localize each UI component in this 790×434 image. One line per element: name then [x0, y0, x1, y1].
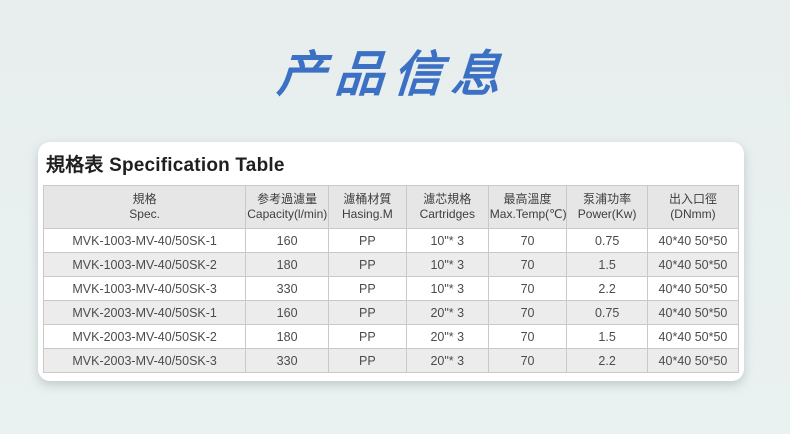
table-header-row: 規格 Spec. 参考過濾量 Capacity(l/min) 濾桶材質 Hasing.M 濾…: [42, 185, 740, 229]
column-header: 出入口徑 (DNmm): [646, 185, 740, 229]
table-row: MVK-2003-MV-40/50SK-3 330 PP 20"* 3 70 2.2 40*…: [42, 348, 740, 373]
table-cell: 40*40 50*50: [646, 348, 740, 373]
table-cell: 0.75: [566, 228, 648, 253]
table-cell: 10"* 3: [405, 252, 489, 277]
table-row: MVK-2003-MV-40/50SK-2 180 PP 20"* 3 70 1.5 40*…: [42, 324, 740, 349]
column-header: 濾桶材質 Hasing.M: [327, 185, 407, 229]
table-cell: MVK-2003-MV-40/50SK-1: [42, 300, 247, 325]
table-cell: 1.5: [566, 324, 648, 349]
table-cell: 40*40 50*50: [646, 300, 740, 325]
table-cell: MVK-1003-MV-40/50SK-1: [42, 228, 247, 253]
table-cell: 1.5: [566, 252, 648, 277]
table-cell: 20"* 3: [405, 348, 489, 373]
table-cell: 330: [245, 276, 329, 301]
column-header-zh: 規格: [132, 191, 157, 206]
table-body: MVK-1003-MV-40/50SK-1 160 PP 10"* 3 70 0.75 40…: [42, 228, 740, 373]
column-header-en: (DNmm): [670, 207, 716, 221]
column-header-zh: 出入口徑: [668, 191, 717, 206]
table-cell: 70: [487, 252, 568, 277]
table-cell: 70: [487, 276, 568, 301]
table-cell: 330: [245, 348, 329, 373]
table-cell: 0.75: [566, 300, 648, 325]
column-header: 最高溫度 Max.Temp(℃): [487, 185, 568, 229]
table-cell: PP: [327, 324, 407, 349]
table-cell: MVK-1003-MV-40/50SK-3: [42, 276, 247, 301]
table-cell: PP: [327, 228, 407, 253]
table-cell: 10"* 3: [405, 276, 489, 301]
table-row: MVK-1003-MV-40/50SK-2 180 PP 10"* 3 70 1.5 40*…: [42, 252, 740, 277]
table-cell: 180: [245, 252, 329, 277]
column-header-zh: 濾芯規格: [423, 191, 472, 206]
column-header-zh: 濾桶材質: [343, 191, 392, 206]
table-cell: 2.2: [566, 348, 648, 373]
column-header: 参考過濾量 Capacity(l/min): [245, 185, 329, 229]
table-cell: 70: [487, 228, 568, 253]
table-cell: 40*40 50*50: [646, 228, 740, 253]
column-header: 規格 Spec.: [42, 185, 247, 229]
column-header: 濾芯規格 Cartridges: [405, 185, 489, 229]
specification-table: 規格 Spec. 参考過濾量 Capacity(l/min) 濾桶材質 Hasing.M 濾…: [42, 185, 740, 373]
column-header: 泵浦功率 Power(Kw): [566, 185, 648, 229]
column-header-en: Power(Kw): [577, 207, 637, 221]
table-cell: 70: [487, 300, 568, 325]
table-cell: 20"* 3: [405, 324, 489, 349]
table-cell: PP: [327, 300, 407, 325]
table-cell: 10"* 3: [405, 228, 489, 253]
table-cell: PP: [327, 276, 407, 301]
table-cell: 160: [245, 300, 329, 325]
spec-card: 規格表 Specification Table 規格 Spec. 参考過濾量 Capa…: [38, 142, 744, 381]
column-header-en: Capacity(l/min): [247, 207, 328, 221]
table-cell: MVK-1003-MV-40/50SK-2: [42, 252, 247, 277]
page-title: 产品信息: [275, 48, 512, 102]
column-header-zh: 最高溫度: [503, 191, 552, 206]
table-cell: 70: [487, 324, 568, 349]
column-header-zh: 参考過濾量: [257, 191, 318, 206]
table-cell: MVK-2003-MV-40/50SK-3: [42, 348, 247, 373]
table-cell: PP: [327, 348, 407, 373]
table-cell: 40*40 50*50: [646, 276, 740, 301]
table-cell: 70: [487, 348, 568, 373]
table-cell: 180: [245, 324, 329, 349]
table-cell: 20"* 3: [405, 300, 489, 325]
table-row: MVK-1003-MV-40/50SK-3 330 PP 10"* 3 70 2.2 40*…: [42, 276, 740, 301]
table-row: MVK-1003-MV-40/50SK-1 160 PP 10"* 3 70 0.75 40…: [42, 228, 740, 253]
column-header-zh: 泵浦功率: [583, 191, 632, 206]
table-cell: PP: [327, 252, 407, 277]
table-cell: MVK-2003-MV-40/50SK-2: [42, 324, 247, 349]
column-header-en: Spec.: [129, 207, 160, 221]
column-header-en: Cartridges: [419, 207, 475, 221]
table-cell: 2.2: [566, 276, 648, 301]
table-cell: 160: [245, 228, 329, 253]
table-cell: 40*40 50*50: [646, 252, 740, 277]
table-row: MVK-2003-MV-40/50SK-1 160 PP 20"* 3 70 0.75 40…: [42, 300, 740, 325]
column-header-en: Max.Temp(℃): [489, 207, 567, 221]
table-cell: 40*40 50*50: [646, 324, 740, 349]
table-header: 規格 Spec. 参考過濾量 Capacity(l/min) 濾桶材質 Hasing.M 濾…: [42, 185, 740, 229]
column-header-en: Hasing.M: [342, 207, 393, 221]
spec-table-heading: 規格表 Specification Table: [46, 155, 285, 176]
